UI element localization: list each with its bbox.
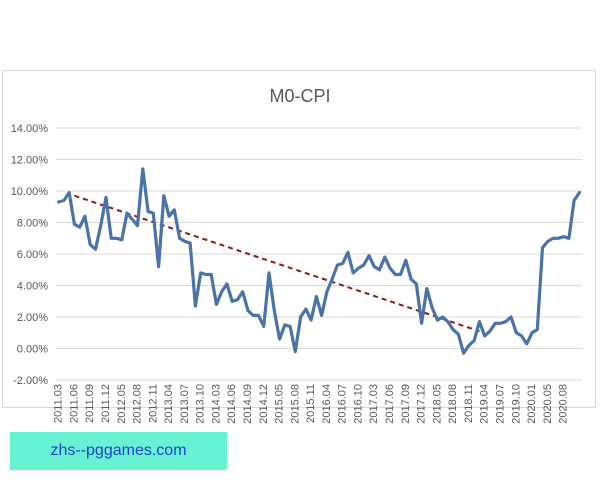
x-tick-label: 2014.09 <box>242 384 254 424</box>
x-tick-label: 2012.11 <box>147 384 159 423</box>
x-tick-label: 2017.03 <box>368 384 380 424</box>
y-tick-label: 8.00% <box>17 218 48 230</box>
x-tick-label: 2019.07 <box>494 384 506 424</box>
x-tick-label: 2017.06 <box>384 384 396 424</box>
x-tick-label: 2015.05 <box>274 384 286 424</box>
x-tick-label: 2014.12 <box>258 384 270 424</box>
x-tick-label: 2015.08 <box>289 384 301 424</box>
x-tick-label: 2014.03 <box>210 384 222 424</box>
chart-frame <box>2 70 596 408</box>
x-tick-label: 2011.03 <box>53 384 65 423</box>
x-tick-label: 2016.10 <box>352 384 364 424</box>
x-tick-label: 2014.06 <box>226 384 238 424</box>
x-tick-label: 2020.01 <box>526 384 538 424</box>
x-tick-label: 2018.11 <box>463 384 475 423</box>
x-tick-label: 2018.05 <box>431 384 443 424</box>
x-tick-label: 2011.06 <box>68 384 80 423</box>
y-tick-label: 0.00% <box>17 344 48 356</box>
x-tick-label: 2018.08 <box>447 384 459 424</box>
series-line <box>56 167 582 355</box>
chart-title: M0-CPI <box>269 86 330 106</box>
y-tick-label: 4.00% <box>17 281 48 293</box>
x-tick-label: 2017.09 <box>400 384 412 424</box>
y-tick-label: 10.00% <box>11 186 49 198</box>
y-tick-label: 6.00% <box>17 249 48 261</box>
y-tick-label: 14.00% <box>11 123 49 135</box>
x-tick-label: 2013.07 <box>179 384 191 424</box>
x-tick-label: 2012.05 <box>116 384 128 424</box>
x-tick-label: 2015.11 <box>305 384 317 423</box>
watermark-banner: zhs--pggames.com <box>10 432 227 470</box>
x-tick-label: 2020.05 <box>542 384 554 424</box>
x-tick-label: 2013.10 <box>195 384 207 424</box>
x-tick-label: 2019.10 <box>510 384 522 424</box>
y-tick-label: -2.00% <box>13 375 48 387</box>
y-tick-label: 12.00% <box>11 155 49 167</box>
x-tick-label: 2016.07 <box>337 384 349 424</box>
x-tick-label: 2016.04 <box>321 384 333 424</box>
x-tick-label: 2012.08 <box>132 384 144 424</box>
y-tick-label: 2.00% <box>17 312 48 324</box>
x-tick-label: 2013.04 <box>163 384 175 424</box>
x-tick-label: 2011.12 <box>100 384 112 423</box>
x-tick-label: 2020.08 <box>558 384 570 424</box>
x-tick-label: 2017.12 <box>416 384 428 424</box>
x-tick-label: 2011.09 <box>84 384 96 423</box>
x-tick-label: 2019.04 <box>479 384 491 424</box>
trend-line <box>74 194 480 333</box>
